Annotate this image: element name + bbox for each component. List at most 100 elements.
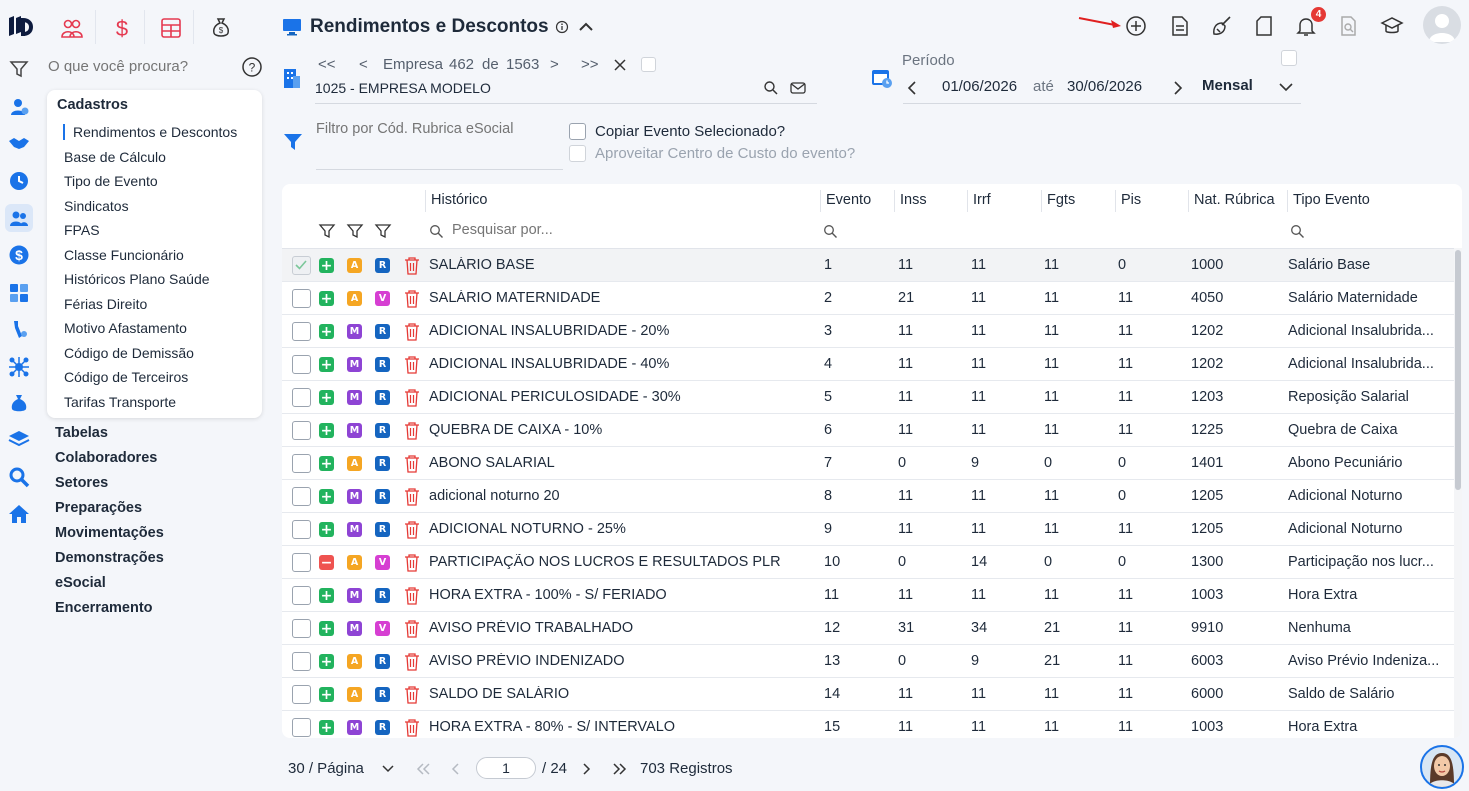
close-icon[interactable]	[613, 58, 627, 72]
category-badge[interactable]: V	[375, 621, 390, 636]
trash-icon[interactable]	[404, 454, 420, 473]
dollar-sign-icon[interactable]: $	[110, 16, 134, 40]
category-badge[interactable]: R	[375, 522, 390, 537]
type-badge[interactable]: M	[347, 588, 362, 603]
add-button[interactable]: +	[319, 389, 334, 406]
trash-icon[interactable]	[404, 619, 420, 638]
submenu-item-demissao[interactable]: Código de Demissão	[64, 345, 194, 361]
category-badge[interactable]: R	[375, 720, 390, 735]
row-checkbox[interactable]	[292, 421, 311, 440]
handshake-icon[interactable]	[8, 132, 30, 154]
table-row[interactable]: − A V PARTICIPAÇÃO NOS LUCROS E RESULTADOS …	[282, 546, 1454, 579]
filtro-rubrica-input[interactable]	[316, 121, 562, 137]
trash-icon[interactable]	[404, 553, 420, 572]
filter-icon[interactable]	[346, 222, 364, 240]
historico-search-input[interactable]	[452, 222, 752, 238]
empresa-checkbox[interactable]	[641, 57, 656, 72]
document-icon[interactable]	[1168, 14, 1192, 38]
table-row[interactable]: + M R ADICIONAL PERICULOSIDADE - 30% 5 11 11 11…	[282, 381, 1454, 414]
row-checkbox[interactable]	[292, 520, 311, 539]
table-row[interactable]: + A R AVISO PRÉVIO INDENIZADO 13 0 9 21 11 6003 Av…	[282, 645, 1454, 678]
copiar-evento-checkbox[interactable]	[569, 123, 586, 140]
category-badge[interactable]: R	[375, 687, 390, 702]
submenu-item-base-calculo[interactable]: Base de Cálculo	[64, 149, 166, 165]
search-document-icon[interactable]	[1337, 14, 1361, 38]
tools-icon[interactable]	[8, 318, 30, 340]
row-checkbox[interactable]	[292, 619, 311, 638]
submenu-item-terceiros[interactable]: Código de Terceiros	[64, 369, 189, 385]
first-empresa-button[interactable]: <<	[318, 56, 336, 73]
category-badge[interactable]: R	[375, 357, 390, 372]
submenu-item-tarifas[interactable]: Tarifas Transporte	[64, 394, 177, 410]
help-icon[interactable]: ?	[241, 56, 263, 78]
type-badge[interactable]: M	[347, 324, 362, 339]
calendar-icon[interactable]	[871, 67, 893, 89]
periodo-start[interactable]: 01/06/2026	[942, 78, 1018, 95]
trash-icon[interactable]	[404, 256, 420, 275]
user-add-icon[interactable]	[8, 96, 30, 118]
submenu-title[interactable]: Cadastros	[57, 97, 128, 113]
empresa-field[interactable]: 1025 - EMPRESA MODELO	[315, 80, 491, 96]
row-checkbox[interactable]	[292, 685, 311, 704]
trash-icon[interactable]	[404, 520, 420, 539]
type-badge[interactable]: M	[347, 720, 362, 735]
periodo-mode-select[interactable]: Mensal	[1202, 77, 1253, 94]
add-button[interactable]: +	[319, 455, 334, 472]
menu-colaboradores[interactable]: Colaboradores	[55, 450, 158, 466]
col-tipo-evento[interactable]: Tipo Evento	[1293, 192, 1370, 208]
broom-icon[interactable]	[1210, 14, 1234, 38]
type-badge[interactable]: A	[347, 555, 362, 570]
table-row[interactable]: + A R ABONO SALARIAL 7 0 9 0 0 1401 Abono Pecuniár…	[282, 447, 1454, 480]
trash-icon[interactable]	[404, 652, 420, 671]
row-checkbox[interactable]	[292, 487, 311, 506]
category-badge[interactable]: R	[375, 324, 390, 339]
add-button[interactable]: +	[319, 719, 334, 736]
mail-icon[interactable]	[790, 81, 806, 95]
trash-icon[interactable]	[404, 586, 420, 605]
add-button[interactable]: +	[319, 290, 334, 307]
col-nat-rubrica[interactable]: Nat. Rúbrica	[1194, 192, 1275, 208]
filter-icon[interactable]	[8, 58, 30, 80]
submenu-item-ferias[interactable]: Férias Direito	[64, 296, 148, 312]
first-page-icon[interactable]	[415, 762, 431, 776]
submenu-item-classe[interactable]: Classe Funcionário	[64, 247, 184, 263]
filter-icon[interactable]	[374, 222, 392, 240]
trash-icon[interactable]	[404, 685, 420, 704]
layers-icon[interactable]	[8, 428, 30, 450]
col-evento[interactable]: Evento	[826, 192, 872, 208]
table-row[interactable]: + M R ADICIONAL INSALUBRIDADE - 40% 4 11 11 11 1…	[282, 348, 1454, 381]
type-badge[interactable]: M	[347, 390, 362, 405]
people-icon[interactable]	[5, 204, 33, 232]
submenu-item-historicos[interactable]: Históricos Plano Saúde	[64, 271, 210, 287]
row-checkbox[interactable]	[292, 454, 311, 473]
type-badge[interactable]: M	[347, 522, 362, 537]
row-checkbox[interactable]	[292, 553, 311, 572]
menu-setores[interactable]: Setores	[55, 475, 109, 491]
dollar-icon[interactable]: $	[8, 244, 30, 266]
assistant-avatar[interactable]	[1420, 745, 1464, 789]
search-icon[interactable]	[823, 224, 838, 239]
network-icon[interactable]	[8, 356, 30, 378]
submenu-item-afastamento[interactable]: Motivo Afastamento	[64, 320, 187, 336]
menu-preparacoes[interactable]: Preparações	[55, 500, 143, 516]
remove-button[interactable]: −	[319, 554, 334, 571]
submenu-item-fpas[interactable]: FPAS	[64, 222, 100, 238]
type-badge[interactable]: M	[347, 357, 362, 372]
money-bag-outline-icon[interactable]: $	[209, 16, 233, 40]
search-input[interactable]	[48, 58, 228, 75]
trash-icon[interactable]	[404, 322, 420, 341]
type-badge[interactable]: A	[347, 456, 362, 471]
trash-icon[interactable]	[404, 718, 420, 737]
app-logo-icon[interactable]	[6, 12, 34, 40]
add-button[interactable]: +	[319, 356, 334, 373]
search-icon[interactable]	[1290, 224, 1305, 239]
menu-movimentacoes[interactable]: Movimentações	[55, 525, 164, 541]
category-badge[interactable]: V	[375, 291, 390, 306]
submenu-item-tipo-evento[interactable]: Tipo de Evento	[64, 173, 158, 189]
table-row[interactable]: + M R ADICIONAL NOTURNO - 25% 9 11 11 11 11 1205 A…	[282, 513, 1454, 546]
category-badge[interactable]: R	[375, 654, 390, 669]
table-row[interactable]: + M V AVISO PRÉVIO TRABALHADO 12 31 34 21 11 9910…	[282, 612, 1454, 645]
type-badge[interactable]: M	[347, 621, 362, 636]
page-number-input[interactable]	[476, 757, 536, 779]
